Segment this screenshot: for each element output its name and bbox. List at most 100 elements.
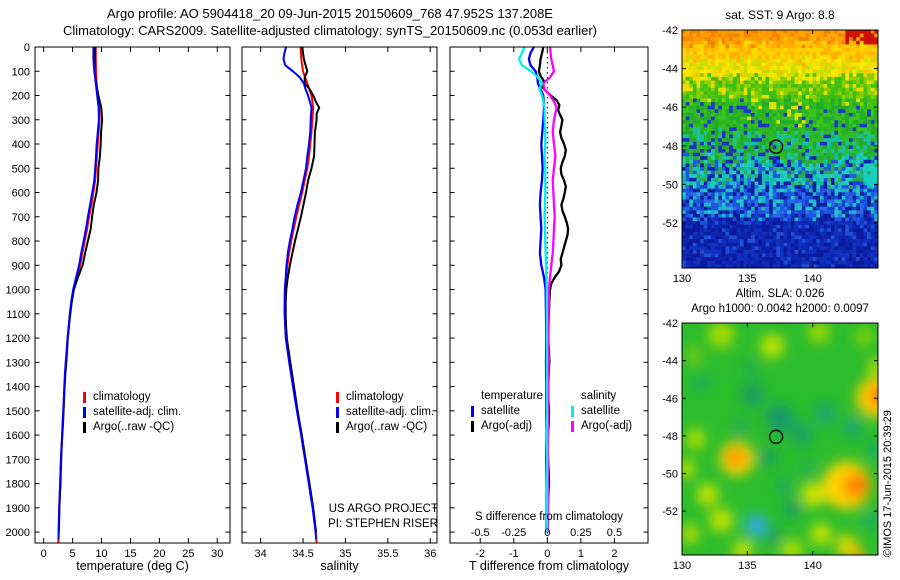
depth-tick-label: 1300 xyxy=(6,357,30,369)
lat-tick-label: -48 xyxy=(662,431,678,443)
panel-frame xyxy=(34,46,231,544)
lat-tick-label: -44 xyxy=(662,356,678,368)
lon-tick-label: 135 xyxy=(738,560,756,572)
panel-frame xyxy=(449,46,649,544)
x-tick-label: 5 xyxy=(70,548,76,560)
depth-tick-label: 1700 xyxy=(6,454,30,466)
legend-item: Argo(..raw -QC) xyxy=(83,420,181,435)
profile-line-salinity-argo-adj- xyxy=(542,46,558,533)
lon-tick-label: 130 xyxy=(673,560,691,572)
map-axis-ticks: 130 135 140 -42 -44 -46 -48 -50 -52 xyxy=(662,25,879,285)
legend-label: Argo(-adj) xyxy=(481,420,533,432)
legend-item: satellite xyxy=(471,404,543,419)
lat-tick-label: -42 xyxy=(662,318,678,330)
depth-tick-label: 300 xyxy=(12,115,30,127)
climatology-line-swatch xyxy=(83,392,86,403)
lat-tick-label: -46 xyxy=(662,102,678,114)
salinity-axis-label: salinity xyxy=(320,559,359,573)
legend-diff-salinity: salinity satellite Argo(-adj) xyxy=(571,389,632,434)
legend-label: satellite xyxy=(481,405,520,417)
legend-item: satellite-adj. clim. xyxy=(83,405,181,420)
legend-label: Argo(..raw -QC) xyxy=(346,421,428,433)
x-tick-label: 34.5 xyxy=(292,548,313,560)
x-tick-label: 1 xyxy=(578,548,584,560)
x-tick-label: -2 xyxy=(475,548,485,560)
argo-raw-line-swatch xyxy=(336,422,339,433)
legend-item: Argo(-adj) xyxy=(571,419,632,434)
x-tick-label: 10 xyxy=(95,548,107,560)
legend-item: satellite-adj. clim. xyxy=(336,405,434,420)
lon-tick-label: 140 xyxy=(803,560,821,572)
tdiff-axis-label: T difference from climatology xyxy=(468,559,630,573)
satellite-adj-line-swatch xyxy=(83,407,86,418)
legend-salinity-panel: climatology satellite-adj. clim. Argo(..… xyxy=(336,390,434,435)
profile-line-argo-raw-qc- xyxy=(57,46,104,533)
lat-tick-label: -48 xyxy=(662,141,678,153)
depth-tick-label: 1000 xyxy=(6,285,30,297)
legend-diff-temperature: temperature satellite Argo(-adj) xyxy=(471,389,543,434)
depth-tick-label: 200 xyxy=(12,91,30,103)
sla-map: 130 135 140 -42 -44 -46 -48 -50 -52 xyxy=(662,318,879,572)
page-title-line2: Climatology: CARS2009. Satellite-adjuste… xyxy=(62,23,597,38)
s-tick-label: -0.5 xyxy=(471,527,490,539)
panel-difference_profile: -2 -1 0 1 2 -0.5 -0.25 0 0.25 0.5 xyxy=(449,46,649,560)
legend-label: Argo(-adj) xyxy=(581,420,633,432)
legend-label: satellite-adj. clim. xyxy=(346,406,435,418)
sla-map-title-line2: Argo h1000: 0.0042 h2000: 0.0097 xyxy=(691,303,869,315)
depth-tick-label: 1100 xyxy=(6,309,30,321)
profile-line-satellite-adj-clim- xyxy=(282,46,318,540)
depth-tick-label: 800 xyxy=(12,236,30,248)
sst-map-title: sat. SST: 9 Argo: 8.8 xyxy=(725,8,835,22)
legend-temperature-panel: climatology satellite-adj. clim. Argo(..… xyxy=(83,390,181,435)
axis-ticks: 34 34.5 35 35.5 36 xyxy=(241,46,438,560)
x-tick-label: 36 xyxy=(424,548,436,560)
depth-tick-label: 1500 xyxy=(6,406,30,418)
lon-tick-label: 135 xyxy=(738,273,756,285)
profile-line-climatology xyxy=(57,47,101,544)
x-tick-label: 0 xyxy=(41,548,47,560)
depth-tick-label: 1900 xyxy=(6,503,30,515)
legend-label: climatology xyxy=(93,391,151,403)
lat-tick-label: -42 xyxy=(662,25,678,37)
panel-salinity_profile: 34 34.5 35 35.5 36 xyxy=(241,46,438,560)
legend-header: salinity xyxy=(581,390,617,402)
s-tick-label: -0.25 xyxy=(501,527,526,539)
legend-label: satellite-adj. clim. xyxy=(93,406,182,418)
lat-tick-label: -50 xyxy=(662,469,678,481)
depth-tick-label: 100 xyxy=(12,66,30,78)
depth-tick-label: 1600 xyxy=(6,430,30,442)
depth-tick-label: 900 xyxy=(12,260,30,272)
argo-float-position-marker xyxy=(768,139,784,154)
lat-tick-label: -50 xyxy=(662,179,678,191)
project-note-line1: US ARGO PROJECT xyxy=(328,503,438,515)
depth-tick-label: 0 xyxy=(24,42,30,54)
x-tick-label: 0 xyxy=(544,548,550,560)
legend-label: climatology xyxy=(346,391,404,403)
x-tick-label: 35 xyxy=(339,548,351,560)
satellite-tdiff-swatch xyxy=(471,406,474,417)
climatology-line-swatch xyxy=(336,392,339,403)
legend-label: Argo(..raw -QC) xyxy=(93,421,175,433)
project-note-line2: PI: STEPHEN RISER xyxy=(328,518,438,530)
x-tick-label: 34 xyxy=(255,548,267,560)
legend-label: satellite xyxy=(581,405,620,417)
legend-item: climatology xyxy=(336,390,434,405)
depth-tick-label: 600 xyxy=(12,188,30,200)
imos-copyright: ©IMOS 17-Jun-2015 20:39:29 xyxy=(882,410,894,557)
argo-raw-line-swatch xyxy=(83,422,86,433)
lat-tick-label: -44 xyxy=(662,64,678,76)
profile-line-satellite-adj-clim- xyxy=(57,47,100,540)
s-tick-label: 0.5 xyxy=(607,527,622,539)
x-tick-label: 20 xyxy=(153,548,165,560)
legend-header: temperature xyxy=(481,390,544,402)
profile-line-climatology xyxy=(283,46,318,544)
sst-map: 130 135 140 -42 -44 -46 -48 -50 -52 xyxy=(662,25,879,285)
profile-line-argo-raw-qc- xyxy=(284,46,321,533)
map-frame xyxy=(681,29,879,269)
axis-ticks: 0100200300400500600700800900100011001200… xyxy=(6,42,231,560)
legend-item: Argo(..raw -QC) xyxy=(336,420,434,435)
legend-item: Argo(-adj) xyxy=(471,419,543,434)
lat-tick-label: -52 xyxy=(662,506,678,518)
